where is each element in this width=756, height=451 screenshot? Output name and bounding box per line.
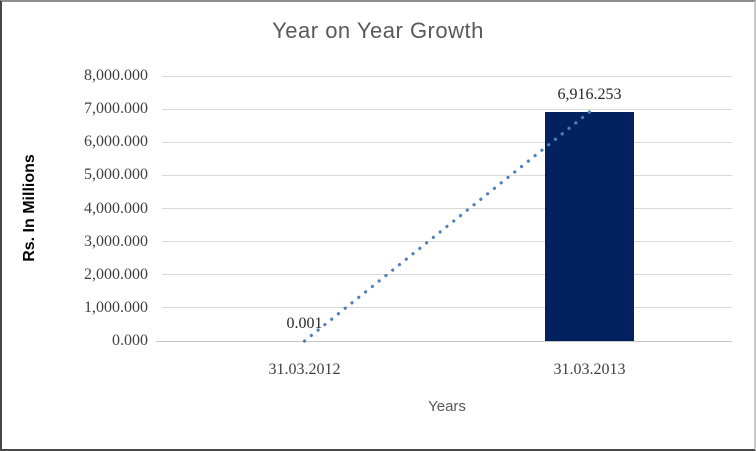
y-gridline — [162, 208, 732, 209]
x-tick-label: 31.03.2013 — [553, 361, 626, 378]
chart-title: Year on Year Growth — [272, 18, 484, 43]
data-label: 0.001 — [286, 314, 323, 332]
y-tick-label: 1,000.000 — [84, 298, 148, 316]
y-tick-label: 3,000.000 — [84, 232, 148, 250]
bar — [545, 111, 634, 341]
y-tick-label: 5,000.000 — [84, 166, 148, 184]
y-tick-label: 6,000.000 — [84, 133, 148, 151]
data-label: 6,916.253 — [557, 85, 622, 103]
y-tick-label: 4,000.000 — [84, 199, 148, 217]
y-gridline — [162, 108, 732, 110]
y-tick-label: 2,000.000 — [84, 265, 148, 283]
y-tick-label: 8,000.000 — [84, 67, 148, 84]
y-gridline — [162, 274, 732, 276]
x-tick-label: 31.03.2012 — [268, 361, 341, 378]
y-gridline — [162, 241, 732, 243]
y-gridline — [162, 141, 732, 143]
y-gridline — [162, 75, 732, 77]
x-axis-title: Years — [428, 398, 466, 415]
y-tick-label: 0.000 — [112, 332, 148, 349]
y-gridline — [162, 307, 732, 309]
y-tick-label: 7,000.000 — [84, 100, 148, 118]
x-axis-line — [156, 340, 732, 342]
y-gridline — [162, 174, 732, 176]
